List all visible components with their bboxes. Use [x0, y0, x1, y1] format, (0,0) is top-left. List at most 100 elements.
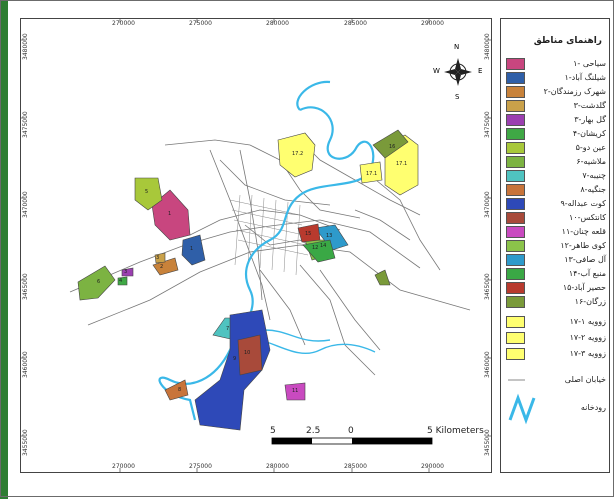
legend-swatch: [506, 184, 525, 196]
east-label: E: [478, 67, 483, 75]
legend-label: زرگان-۱۶: [574, 297, 606, 306]
legend-item: شهرک رزمندگان-۲: [506, 86, 606, 99]
svg-text:11: 11: [292, 388, 298, 394]
svg-text:14: 14: [320, 243, 326, 249]
svg-text:2: 2: [160, 264, 163, 270]
district-1: [151, 189, 191, 241]
legend-item: حصیر آباد-۱۵: [506, 282, 606, 295]
legend-label: گل بهار-۳: [574, 115, 606, 124]
legend-item: کریشان-۴: [506, 128, 606, 141]
district-10: [237, 334, 263, 376]
district-2: [152, 257, 179, 276]
legend-item: عین دو-۵: [506, 142, 606, 155]
legend-item: کوت عبداله-۹: [506, 198, 606, 211]
legend-label: کوی طاهر-۱۲: [560, 241, 606, 250]
window-edge-accent: [0, 0, 8, 499]
scale-label: 2.5: [306, 426, 321, 436]
svg-text:9: 9: [233, 356, 236, 362]
legend-swatch: [506, 268, 525, 280]
legend-label: زوویه ۳-۱۷: [569, 349, 606, 358]
x-tick-top: 270000: [112, 20, 135, 27]
svg-text:17.2: 17.2: [292, 151, 303, 157]
legend-label: رودخانه: [580, 403, 606, 412]
scale-label: 5: [270, 426, 276, 436]
legend-item: کوی طاهر-۱۲: [506, 240, 606, 253]
legend-swatch: [506, 226, 525, 238]
legend-label: ملاشیه-۶: [576, 157, 606, 166]
legend-item: سیاحی -۱: [506, 58, 606, 71]
svg-text:13: 13: [326, 233, 332, 239]
legend-label: حصیر آباد-۱۵: [562, 283, 606, 292]
district-11: [284, 382, 306, 401]
legend-label: چنیبه-۷: [582, 171, 606, 180]
legend-river-symbol: [508, 393, 536, 425]
legend-swatch: [506, 156, 525, 168]
district-16b: [372, 129, 409, 159]
x-tick-bottom: 285000: [344, 463, 367, 470]
svg-text:15: 15: [305, 231, 311, 237]
legend-label: زوویه ۲-۱۷: [569, 333, 606, 342]
x-tick-bottom: 280000: [266, 463, 289, 470]
legend-swatch: [506, 58, 525, 70]
legend-item: خیابان اصلی: [506, 374, 606, 387]
legend-swatch: [506, 348, 525, 360]
legend-swatch: [506, 316, 525, 328]
legend-swatch: [506, 212, 525, 224]
district-1b: [181, 234, 206, 266]
legend-item: گل بهار-۳: [506, 114, 606, 127]
legend-label: شهرک رزمندگان-۲: [543, 87, 606, 96]
legend-item: قلعه چنان-۱۱: [506, 226, 606, 239]
legend-item: رودخانه: [506, 402, 606, 415]
district-3a: [154, 252, 166, 264]
legend-swatch: [506, 170, 525, 182]
district-4: [117, 276, 128, 286]
legend-swatch: [506, 240, 525, 252]
legend-label: خیابان اصلی: [564, 375, 606, 384]
legend-label: شیلنگ آباد-۱: [564, 73, 606, 82]
legend-item: زوویه ۱-۱۷: [506, 316, 606, 329]
svg-text:3: 3: [124, 269, 127, 275]
legend-label: زوویه ۱-۱۷: [569, 317, 606, 326]
legend-swatch: [506, 100, 525, 112]
district-6: [77, 265, 116, 301]
district-polygons: [77, 129, 419, 431]
scale-bar: [271, 437, 433, 445]
legend-label: کوت عبداله-۹: [560, 199, 606, 208]
svg-text:1: 1: [190, 246, 193, 252]
legend-swatch: [506, 198, 525, 210]
district-14: [302, 239, 336, 263]
svg-text:6: 6: [97, 279, 100, 285]
x-tick-top: 280000: [266, 20, 289, 27]
north-arrow: [444, 58, 472, 86]
legend-item: زوویه ۲-۱۷: [506, 332, 606, 345]
tick-marks: [20, 18, 492, 473]
scale-label: 5 Kilometers: [427, 426, 484, 436]
district-16: [374, 269, 391, 286]
legend-label: گلدشت-۳: [573, 101, 606, 110]
legend-label: کریشان-۴: [572, 129, 606, 138]
legend-swatch: [506, 86, 525, 98]
svg-text:10: 10: [244, 350, 250, 356]
legend-item: زرگان-۱۶: [506, 296, 606, 309]
legend-swatch: [506, 254, 525, 266]
legend-swatch: [506, 114, 525, 126]
district-17-2: [359, 161, 383, 184]
district-15: [297, 223, 321, 243]
legend-label: جنگیه-۸: [580, 185, 606, 194]
svg-text:16: 16: [389, 144, 395, 150]
svg-text:7: 7: [226, 326, 229, 332]
legend-item: جنگیه-۸: [506, 184, 606, 197]
district-3b: [121, 267, 134, 277]
district-5: [134, 177, 163, 211]
legend-label: آل صافی-۱۳: [564, 255, 606, 264]
x-tick-bottom: 290000: [421, 463, 444, 470]
legend-item: منبع آب-۱۴: [506, 268, 606, 281]
north-label: N: [454, 43, 460, 51]
legend-item: گلدشت-۳: [506, 100, 606, 113]
legend-swatch: [506, 332, 525, 344]
legend-item: ملاشیه-۶: [506, 156, 606, 169]
legend-swatch: [506, 282, 525, 294]
map-panel: [20, 18, 492, 473]
district-17-1: [277, 132, 316, 178]
